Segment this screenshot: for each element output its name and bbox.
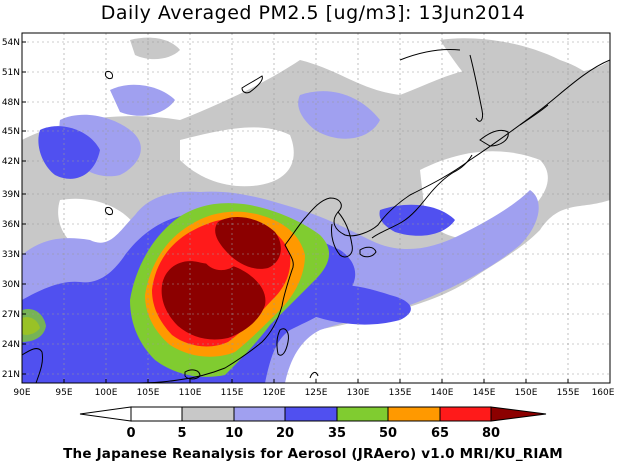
lat-label: 33N <box>2 250 20 260</box>
lon-label: 115E <box>221 388 244 398</box>
colorbar-label: 5 <box>177 426 186 441</box>
colorbar-segment <box>233 406 286 422</box>
longitude-labels: 90E 95E 100E 105E 110E 115E 120E 125E 13… <box>13 388 614 398</box>
darkred-region-north <box>215 217 281 269</box>
colorbar-label: 10 <box>225 426 243 441</box>
lat-label: 21N <box>2 370 20 380</box>
gray-region-top <box>130 37 180 60</box>
colorbar-label: 50 <box>379 426 397 441</box>
blue-region-east <box>379 204 455 236</box>
coastline-taiwan <box>276 328 289 356</box>
coastline-korea <box>331 211 353 258</box>
coastlines <box>22 49 610 383</box>
lon-label: 140E <box>431 388 454 398</box>
lat-label: 30N <box>2 280 20 290</box>
colorbar-label: 0 <box>126 426 135 441</box>
lon-label: 120E <box>263 388 286 398</box>
gray-region-ne <box>440 38 610 130</box>
lon-label: 150E <box>515 388 538 398</box>
tick-marks <box>22 41 569 383</box>
colorbar-segment <box>387 406 441 422</box>
lat-label: 54N <box>2 38 20 48</box>
lon-label: 135E <box>389 388 412 398</box>
coastline-mainland-sw <box>22 348 43 383</box>
coastline-hainan <box>184 369 201 380</box>
blue-region-streak <box>300 284 411 325</box>
lon-label: 100E <box>95 388 118 398</box>
colorbar-arrow-low <box>79 406 132 422</box>
lon-label: 105E <box>137 388 160 398</box>
coastline-sakhalin <box>469 54 483 122</box>
lat-label: 45N <box>2 127 20 137</box>
colorbar-segment <box>439 406 492 422</box>
lat-label: 39N <box>2 190 20 200</box>
colorbar-label: 80 <box>482 426 500 441</box>
lat-label: 48N <box>2 98 20 108</box>
lon-label: 155E <box>557 388 580 398</box>
lon-label: 90E <box>13 388 30 398</box>
coastline-japan-hokkaido <box>479 129 509 147</box>
colorbar-label: 20 <box>276 426 294 441</box>
lat-label: 27N <box>2 310 20 320</box>
coastline-kurils <box>519 104 549 126</box>
colorbar: 0 5 10 20 35 50 65 80 <box>79 406 547 441</box>
lon-label: 125E <box>305 388 328 398</box>
coastline-lake-west <box>105 207 113 215</box>
colorbar-segment <box>130 406 183 422</box>
lon-label: 130E <box>347 388 370 398</box>
blue-region-nw <box>38 126 100 179</box>
colorbar-segment <box>181 406 235 422</box>
lon-label: 160E <box>592 388 615 398</box>
lat-label: 36N <box>2 220 20 230</box>
lat-label: 42N <box>2 157 20 167</box>
colorbar-label: 35 <box>328 426 346 441</box>
lightblue-region-east <box>298 91 380 139</box>
grid-lines <box>22 33 610 383</box>
lat-label: 24N <box>2 340 20 350</box>
colorbar-segment <box>336 406 389 422</box>
green-patch-west <box>22 308 46 342</box>
white-region-inner <box>180 127 294 187</box>
red-hole <box>205 258 234 271</box>
colorbar-label: 65 <box>431 426 449 441</box>
coastline-philippines <box>309 371 319 379</box>
map-title: Daily Averaged PM2.5 [ug/m3]: 13Jun2014 <box>100 2 526 24</box>
coastline-lake-baikal <box>241 75 263 94</box>
coastline-japan-honshu <box>371 154 473 239</box>
lon-label: 95E <box>55 388 72 398</box>
coastline-lake-sw <box>105 71 113 79</box>
lat-label: 51N <box>2 68 20 78</box>
data-source-credit: The Japanese Reanalysis for Aerosol (JRA… <box>63 446 563 462</box>
lon-label: 145E <box>473 388 496 398</box>
latitude-labels: 54N 51N 48N 45N 42N 39N 36N 33N 30N 27N … <box>2 38 20 380</box>
coastline-asia-east <box>139 59 610 383</box>
colorbar-segment <box>284 406 338 422</box>
coastline-okhotsk <box>399 49 461 61</box>
coastline-japan-kyushu <box>359 246 377 258</box>
darkred-region-south <box>161 261 266 340</box>
lightblue-region-ne <box>110 84 175 116</box>
concentration-field <box>22 33 610 383</box>
colorbar-arrow-high <box>490 406 547 422</box>
lon-label: 110E <box>179 388 202 398</box>
